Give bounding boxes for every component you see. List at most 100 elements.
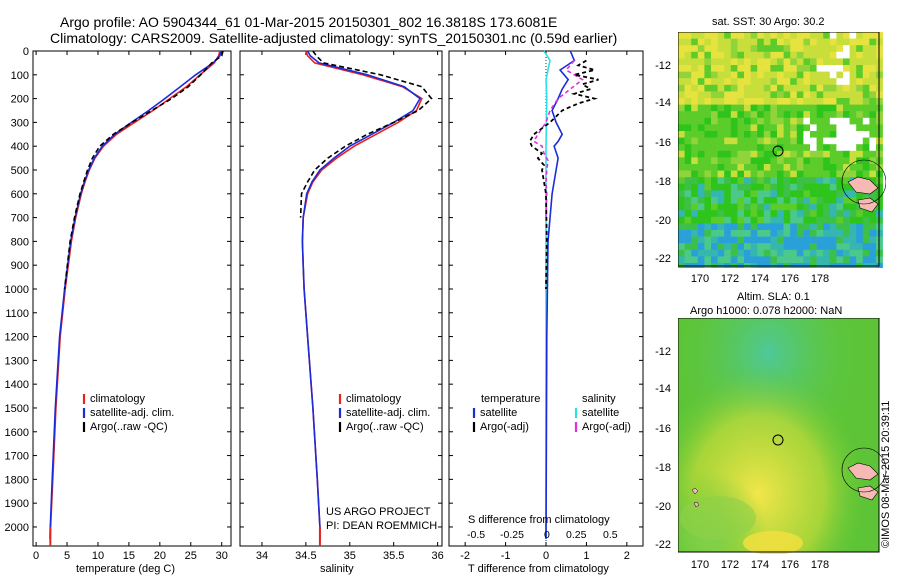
sst-cell	[777, 84, 784, 92]
sst-cell	[737, 203, 745, 211]
sst-cell	[750, 177, 758, 185]
sst-cell	[790, 164, 798, 171]
sst-cell	[869, 65, 877, 72]
sst-cell	[737, 177, 745, 185]
sst-cell	[783, 78, 791, 86]
sst-cell	[810, 45, 817, 53]
sst-cell	[783, 183, 791, 191]
sst-cell	[777, 223, 784, 231]
sst-cell	[757, 243, 765, 251]
sst-cell	[691, 65, 699, 72]
sst-cell	[730, 223, 738, 231]
sst-cell	[724, 45, 732, 53]
sst-cell	[744, 249, 751, 257]
sst-cell	[750, 203, 758, 211]
depth-tick-label: 600	[11, 189, 29, 201]
sst-cell	[750, 137, 758, 145]
sst-cell	[737, 117, 745, 125]
sst-cell	[862, 32, 870, 39]
sst-cell	[869, 210, 877, 218]
sst-cell	[790, 117, 798, 125]
sst-cell	[869, 124, 877, 132]
sst-cell	[803, 58, 811, 66]
sst-cell	[777, 117, 784, 125]
sst-cell	[744, 177, 751, 185]
sst-cell	[777, 137, 784, 145]
sst-cell	[704, 71, 712, 79]
sst-cell	[829, 98, 837, 105]
x-tick-label: -1	[501, 550, 511, 562]
sst-cell	[678, 98, 685, 105]
sst-cell	[849, 137, 857, 145]
depth-tick-label: 1400	[5, 379, 29, 391]
sst-cell	[684, 117, 692, 125]
depth-tick-label: 1900	[5, 498, 29, 510]
sst-cell	[783, 256, 791, 264]
sst-cell	[757, 203, 765, 211]
sst-map-title: sat. SST: 30 Argo: 30.2	[712, 16, 825, 28]
depth-tick-label: 800	[11, 236, 29, 248]
sst-cell	[849, 256, 857, 264]
sst-cell	[823, 137, 831, 145]
sst-cell	[717, 98, 725, 105]
sst-cell	[704, 249, 712, 257]
sst-cell	[770, 216, 778, 224]
sst-cell	[678, 111, 685, 119]
x-tick-label: 25	[185, 550, 197, 562]
sst-cell	[816, 71, 824, 79]
sst-cell	[750, 131, 758, 138]
sst-cell	[790, 249, 798, 257]
sst-cell	[757, 249, 765, 257]
sst-cell	[796, 150, 804, 158]
sst-cell	[684, 236, 692, 244]
sst-cell	[829, 124, 837, 132]
sst-cell	[796, 256, 804, 264]
sst-cell	[810, 91, 817, 99]
sst-cell	[730, 210, 738, 218]
x-tick-label: 0	[33, 550, 39, 562]
sst-cell	[678, 170, 685, 178]
sst-cell	[711, 170, 718, 178]
sst-cell	[704, 38, 712, 46]
sst-cell	[724, 170, 732, 178]
sst-cell	[849, 111, 857, 119]
sst-cell	[783, 131, 791, 138]
sst-cell	[724, 71, 732, 79]
sst-cell	[823, 210, 831, 218]
sst-cell	[810, 51, 817, 59]
sst-cell	[737, 45, 745, 53]
sst-cell	[823, 91, 831, 99]
sst-cell	[697, 249, 705, 257]
sst-cell	[684, 124, 692, 132]
sst-cell	[763, 117, 771, 125]
sst-cell	[750, 256, 758, 264]
sst-cell	[823, 177, 831, 185]
sst-cell	[737, 249, 745, 257]
sst-cell	[757, 71, 765, 79]
depth-tick-label: 1100	[5, 308, 29, 320]
sst-cell	[697, 84, 705, 92]
sst-cell	[744, 210, 751, 218]
sst-cell	[684, 144, 692, 152]
sst-cell	[744, 45, 751, 53]
sst-cell	[823, 150, 831, 158]
sst-cell	[869, 177, 877, 185]
sst-cell	[763, 190, 771, 198]
sst-cell	[810, 164, 817, 171]
sst-cell	[724, 216, 732, 224]
sst-cell	[678, 71, 685, 79]
sst-cell	[836, 58, 844, 66]
sst-cell	[711, 144, 718, 152]
sst-cell	[678, 117, 685, 125]
pi-label: PI: DEAN ROEMMICH	[326, 520, 438, 532]
sst-cell	[697, 223, 705, 231]
sst-cell	[678, 51, 685, 59]
sst-cell	[691, 137, 699, 145]
sst-cell	[684, 137, 692, 145]
sst-cell	[770, 117, 778, 125]
sst-cell	[770, 45, 778, 53]
sst-cell	[737, 104, 745, 112]
sst-cell	[757, 256, 765, 264]
sst-cell	[724, 210, 732, 218]
sst-cell	[717, 51, 725, 59]
